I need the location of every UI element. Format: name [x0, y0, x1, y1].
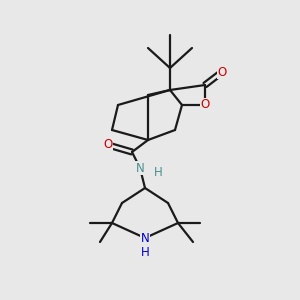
Text: N: N: [141, 232, 149, 244]
Text: H: H: [154, 166, 162, 178]
Text: O: O: [103, 139, 112, 152]
Text: H: H: [141, 245, 149, 259]
Text: N: N: [136, 161, 144, 175]
Text: O: O: [200, 98, 210, 112]
Text: O: O: [218, 65, 226, 79]
